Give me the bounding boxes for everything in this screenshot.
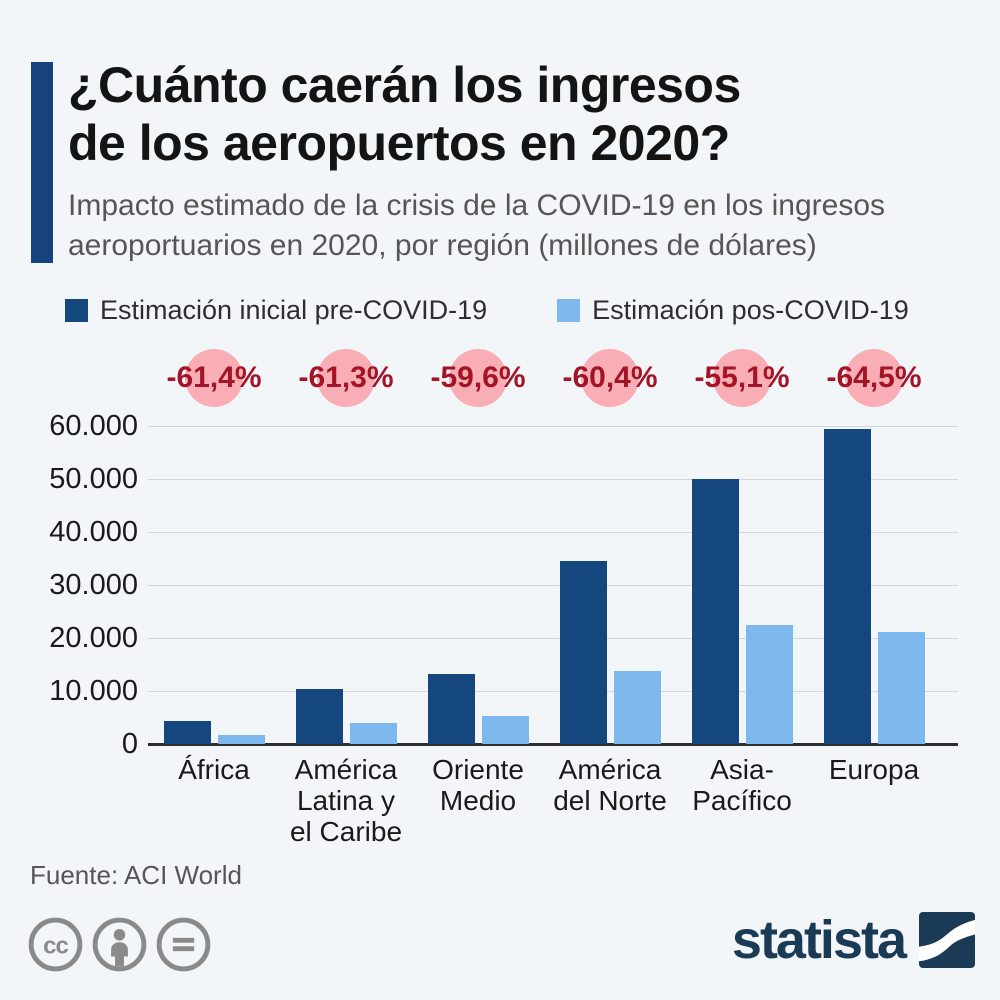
category-label: Asia- Pacífico — [692, 754, 792, 816]
category-label: Europa — [829, 754, 919, 785]
bar-pos-covid-4 — [745, 625, 793, 744]
license-icons: cc — [28, 917, 220, 972]
pos-covid-swatch-icon — [557, 299, 581, 322]
bar-pos-covid-0 — [217, 735, 265, 744]
pre-covid-swatch-icon — [65, 299, 88, 322]
change-badge: -61,3% — [298, 349, 394, 407]
category-label: África — [178, 754, 250, 785]
gridline-30.000 — [148, 584, 958, 586]
legend-item-pre-covid: Estimación inicial pre-COVID-19 — [65, 295, 487, 326]
badge-circle — [713, 349, 771, 407]
page-title: ¿Cuánto caerán los ingresos de los aerop… — [68, 56, 968, 172]
page-subtitle-line2: aeroportuarios en 2020, por región (mill… — [68, 229, 817, 262]
bar-pos-covid-5 — [877, 632, 925, 744]
change-percentage: -60,4% — [562, 361, 658, 394]
bar-pos-covid-1 — [349, 723, 397, 744]
statista-wordmark: statista — [731, 910, 907, 970]
y-tick-label: 0 — [121, 728, 138, 760]
y-tick-label: 20.000 — [49, 622, 138, 654]
y-tick-label: 10.000 — [49, 675, 138, 707]
title-accent-bar — [31, 62, 53, 263]
category-label-line: el Caribe — [289, 816, 403, 847]
page-subtitle-line1: Impacto estimado de la crisis de la COVI… — [68, 189, 886, 222]
category-label-line: Europa — [828, 754, 920, 785]
bar-pre-covid-4 — [691, 479, 739, 744]
x-axis-line — [148, 743, 958, 746]
category-label-line: América — [294, 754, 398, 785]
change-percentage: -59,6% — [430, 361, 526, 394]
category-label-line: Pacífico — [692, 785, 792, 816]
chart-legend: Estimación inicial pre-COVID-19 Estimaci… — [65, 295, 979, 326]
change-badge: -55,1% — [694, 349, 790, 407]
change-badge: -61,4% — [166, 349, 262, 407]
category-label: Oriente Medio — [432, 754, 524, 816]
category-label: América del Norte — [553, 754, 667, 816]
badge-circle — [317, 349, 375, 407]
y-tick-label: 60.000 — [49, 410, 138, 442]
badge-circle — [449, 349, 507, 407]
change-percentage: -64,5% — [826, 361, 922, 394]
bar-pre-covid-1 — [295, 689, 343, 744]
gridline-60.000 — [148, 425, 958, 427]
y-tick-label: 40.000 — [49, 516, 138, 548]
source-note: Fuente: ACI World — [30, 860, 242, 890]
y-tick-label: 50.000 — [49, 463, 138, 495]
gridline-50.000 — [148, 478, 958, 480]
category-label-line: Medio — [439, 785, 517, 816]
category-label-line: Oriente — [432, 754, 524, 785]
page-title-line1: ¿Cuánto caerán los ingresos — [68, 57, 741, 113]
bar-pre-covid-0 — [163, 721, 211, 744]
badge-circle — [581, 349, 639, 407]
legend-label: Estimación inicial pre-COVID-19 — [100, 295, 488, 325]
statista-logo-icon — [919, 912, 975, 968]
gridline-20.000 — [148, 637, 958, 639]
gridline-10.000 — [148, 690, 958, 692]
change-percentage: -61,3% — [298, 361, 394, 394]
legend-item-pos-covid: Estimación pos-COVID-19 — [557, 295, 909, 326]
category-label: América Latina y el Caribe — [290, 754, 402, 847]
category-label-line: del Norte — [553, 785, 667, 816]
page-title-line2: de los aeropuertos en 2020? — [68, 115, 730, 171]
bar-pos-covid-2 — [481, 716, 529, 744]
svg-text:cc: cc — [43, 932, 68, 959]
gridline-40.000 — [148, 531, 958, 533]
badge-circle — [185, 349, 243, 407]
cc-icon: cc — [28, 917, 83, 972]
category-label-line: Asia- — [710, 754, 774, 785]
y-tick-label: 30.000 — [49, 569, 138, 601]
change-badge: -59,6% — [430, 349, 526, 407]
category-label-line: África — [178, 754, 250, 785]
bar-pre-covid-5 — [823, 429, 871, 744]
attribution-icon — [92, 917, 147, 972]
change-percentage: -55,1% — [694, 361, 790, 394]
legend-label: Estimación pos-COVID-19 — [592, 295, 909, 325]
bar-pre-covid-2 — [427, 674, 475, 744]
statista-logo: statista — [732, 905, 975, 975]
bar-pre-covid-3 — [559, 561, 607, 744]
bar-pos-covid-3 — [613, 671, 661, 744]
page-subtitle: Impacto estimado de la crisis de la COVI… — [68, 186, 978, 266]
change-badge: -64,5% — [826, 349, 922, 407]
change-percentage: -61,4% — [166, 361, 262, 394]
badge-circle — [845, 349, 903, 407]
no-derivatives-icon — [156, 917, 211, 972]
change-badge: -60,4% — [562, 349, 658, 407]
category-label-line: Latina y — [296, 785, 396, 816]
category-label-line: América — [558, 754, 662, 785]
